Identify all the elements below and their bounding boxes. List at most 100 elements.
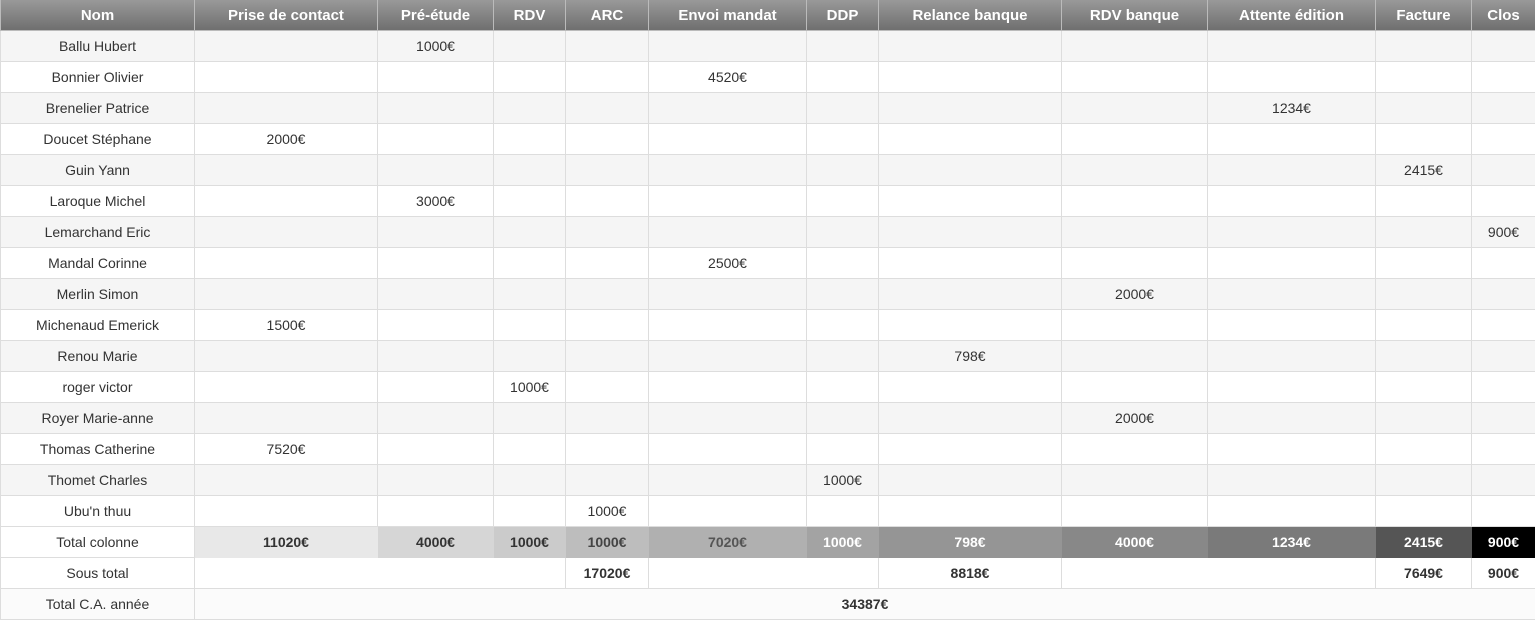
- amount-cell: [565, 247, 649, 279]
- amount-cell: [493, 495, 566, 527]
- amount-cell: [806, 30, 879, 62]
- amount-cell: [377, 92, 494, 124]
- table-row: Renou Marie 798€: [0, 340, 1535, 372]
- amount-cell: [377, 123, 494, 155]
- row-name-cell: Thomet Charles: [0, 464, 195, 496]
- table-row: Michenaud Emerick 1500€: [0, 309, 1535, 341]
- row-name-cell: Bonnier Olivier: [0, 61, 195, 93]
- column-header-rdv-banque[interactable]: RDV banque: [1061, 0, 1208, 31]
- amount-cell: [878, 433, 1062, 465]
- amount-cell: [1375, 371, 1472, 403]
- amount-cell: [493, 185, 566, 217]
- row-name-cell: Guin Yann: [0, 154, 195, 186]
- column-header-attente-edition[interactable]: Attente édition: [1207, 0, 1376, 31]
- amount-cell: [648, 495, 807, 527]
- amount-cell: [194, 185, 378, 217]
- column-header-prise-de-contact[interactable]: Prise de contact: [194, 0, 378, 31]
- column-header-nom[interactable]: Nom: [0, 0, 195, 31]
- amount-cell: [1207, 464, 1376, 496]
- amount-cell: [1471, 154, 1535, 186]
- subtotal-spacer: [194, 557, 566, 589]
- amount-cell: [806, 216, 879, 248]
- column-header-rdv[interactable]: RDV: [493, 0, 566, 31]
- amount-cell: [377, 247, 494, 279]
- row-name-cell: Brenelier Patrice: [0, 92, 195, 124]
- amount-cell: [493, 278, 566, 310]
- amount-cell: [493, 216, 566, 248]
- amount-cell: [1471, 495, 1535, 527]
- column-total-cell: 1234€: [1207, 526, 1376, 558]
- amount-cell: [377, 309, 494, 341]
- amount-cell: [377, 61, 494, 93]
- year-total-row: Total C.A. année 34387€: [0, 588, 1535, 620]
- table-row: Ubu'n thuu 1000€: [0, 495, 1535, 527]
- amount-cell: [1471, 247, 1535, 279]
- table-row: Guin Yann 2415€: [0, 154, 1535, 186]
- column-total-cell: 798€: [878, 526, 1062, 558]
- amount-cell: 7520€: [194, 433, 378, 465]
- amount-cell: [1061, 309, 1208, 341]
- amount-cell: [878, 185, 1062, 217]
- amount-cell: [1207, 340, 1376, 372]
- amount-cell: [565, 123, 649, 155]
- amount-cell: [1207, 185, 1376, 217]
- amount-cell: 2500€: [648, 247, 807, 279]
- row-name-cell: Ubu'n thuu: [0, 495, 195, 527]
- amount-cell: [806, 495, 879, 527]
- amount-cell: 1000€: [493, 371, 566, 403]
- row-name-cell: Doucet Stéphane: [0, 123, 195, 155]
- column-header-pre-etude[interactable]: Pré-étude: [377, 0, 494, 31]
- table-body: Ballu Hubert 1000€ Bonnier Olivier 4520€ Bre…: [0, 30, 1535, 620]
- amount-cell: [1207, 402, 1376, 434]
- column-header-clos[interactable]: Clos: [1471, 0, 1535, 31]
- amount-cell: [565, 402, 649, 434]
- amount-cell: [1207, 495, 1376, 527]
- amount-cell: [806, 61, 879, 93]
- amount-cell: [1471, 402, 1535, 434]
- amount-cell: [565, 30, 649, 62]
- amount-cell: [1207, 154, 1376, 186]
- amount-cell: [493, 92, 566, 124]
- amount-cell: [1375, 123, 1472, 155]
- column-header-envoi-mandat[interactable]: Envoi mandat: [648, 0, 807, 31]
- table-row: Mandal Corinne 2500€: [0, 247, 1535, 279]
- amount-cell: [1061, 464, 1208, 496]
- subtotal-value: 17020€: [565, 557, 649, 589]
- amount-cell: 3000€: [377, 185, 494, 217]
- amount-cell: [1207, 247, 1376, 279]
- table-header-row: Nom Prise de contact Pré-étude RDV ARC Envoi …: [0, 0, 1535, 31]
- subtotal-label: Sous total: [0, 557, 195, 589]
- amount-cell: [1061, 154, 1208, 186]
- column-header-arc[interactable]: ARC: [565, 0, 649, 31]
- amount-cell: 900€: [1471, 216, 1535, 248]
- column-total-label: Total colonne: [0, 526, 195, 558]
- amount-cell: [1061, 371, 1208, 403]
- amount-cell: [565, 61, 649, 93]
- amount-cell: [1375, 464, 1472, 496]
- amount-cell: [648, 185, 807, 217]
- amount-cell: [1471, 92, 1535, 124]
- amount-cell: [806, 340, 879, 372]
- amount-cell: 2000€: [1061, 402, 1208, 434]
- amount-cell: [1375, 92, 1472, 124]
- amount-cell: [878, 495, 1062, 527]
- subtotal-row: Sous total 17020€ 8818€ 7649€ 900€: [0, 557, 1535, 589]
- amount-cell: [878, 154, 1062, 186]
- amount-cell: 1000€: [806, 464, 879, 496]
- amount-cell: [878, 371, 1062, 403]
- amount-cell: [1207, 30, 1376, 62]
- column-header-facture[interactable]: Facture: [1375, 0, 1472, 31]
- column-total-cell: 1000€: [493, 526, 566, 558]
- amount-cell: [878, 247, 1062, 279]
- column-header-relance-banque[interactable]: Relance banque: [878, 0, 1062, 31]
- amount-cell: [194, 247, 378, 279]
- amount-cell: [648, 216, 807, 248]
- amount-cell: [493, 402, 566, 434]
- amount-cell: [493, 247, 566, 279]
- amount-cell: [878, 464, 1062, 496]
- column-header-ddp[interactable]: DDP: [806, 0, 879, 31]
- amount-cell: [377, 495, 494, 527]
- amount-cell: [648, 123, 807, 155]
- amount-cell: [1207, 123, 1376, 155]
- amount-cell: [648, 154, 807, 186]
